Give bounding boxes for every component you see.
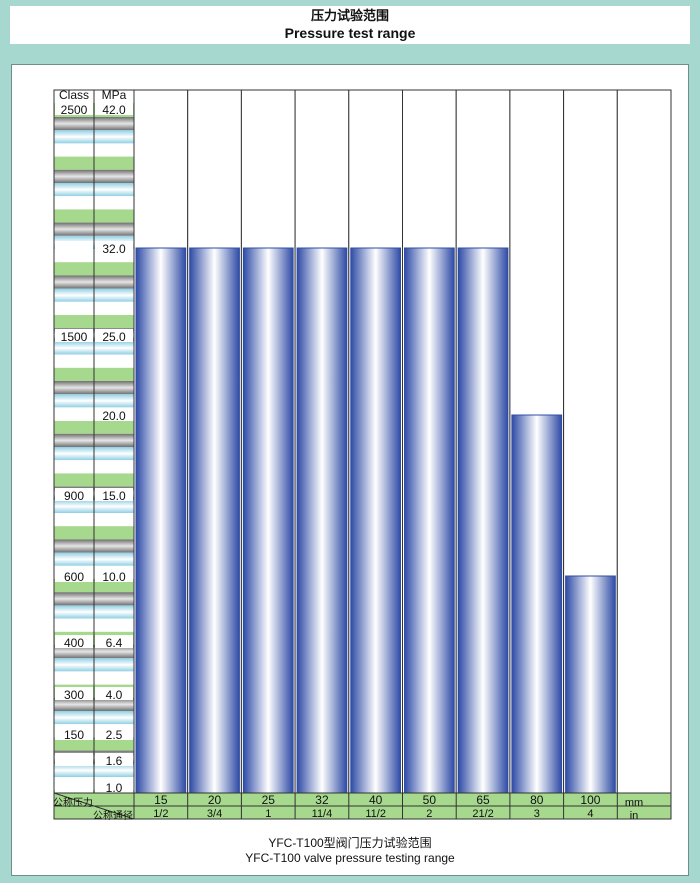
class-tick-label: 2500 (61, 103, 88, 117)
mm-tick-label: 100 (580, 793, 600, 807)
in-tick-label: 3 (534, 808, 540, 820)
mpa-tick-label: 25.0 (102, 330, 126, 344)
in-tick-label: 11/2 (365, 808, 386, 820)
in-tick-label: 2 (426, 808, 432, 820)
mpa-cell (95, 408, 133, 421)
mm-tick-label: 20 (208, 793, 222, 807)
class-header: Class (59, 88, 89, 102)
chart-caption: YFC-T100型阀门压力试验范围 YFC-T100 valve pressur… (0, 836, 700, 866)
unit-in: in (630, 810, 639, 822)
mpa-cell (95, 635, 133, 648)
mpa-tick-label: 4.0 (106, 688, 123, 702)
caption-cn: YFC-T100型阀门压力试验范围 (268, 836, 432, 850)
chart-title-en: Pressure test range (284, 25, 416, 41)
class-cell (55, 488, 93, 501)
class-cell (55, 329, 93, 342)
row-label-diameter: 公称通径 (93, 809, 133, 822)
pressure-bar-chart: Class MPa 2500 42.0 32.0 1500 25.0 20.0 900 15.… (53, 88, 672, 822)
caption-en: YFC-T100 valve pressure testing range (245, 851, 455, 865)
mm-tick-label: 80 (530, 793, 544, 807)
mpa-cell (95, 687, 133, 700)
mm-tick-label: 15 (154, 793, 168, 807)
bar-100 (565, 575, 616, 794)
class-cell (55, 241, 93, 254)
mpa-tick-label: 6.4 (106, 636, 123, 650)
bar-65 (457, 247, 509, 794)
mpa-tick-label: 32.0 (102, 242, 126, 256)
mpa-tick-label: 10.0 (102, 570, 126, 584)
chart-title-cn: 压力试验范围 (310, 9, 389, 24)
mpa-tick-label: 15.0 (102, 489, 126, 503)
mpa-cell (95, 727, 133, 740)
row-label-pressure: 公称压力 (53, 796, 93, 809)
class-cell (55, 780, 93, 793)
mpa-tick-label: 1.0 (106, 781, 123, 795)
bar-50 (404, 247, 455, 794)
mpa-cell (95, 780, 133, 793)
bar-32 (296, 247, 348, 794)
unit-mm: mm (625, 797, 643, 809)
bar-15 (135, 247, 187, 794)
class-tick-label: 400 (64, 636, 84, 650)
in-tick-label: 4 (587, 808, 593, 820)
mm-tick-label: 32 (315, 793, 329, 807)
mpa-cell (95, 241, 133, 254)
class-cell (55, 102, 93, 115)
class-tick-label: 1500 (61, 330, 88, 344)
bar-20 (189, 247, 240, 794)
class-cell (55, 569, 93, 582)
mpa-cell (95, 753, 133, 766)
mpa-tick-label: 20.0 (102, 409, 126, 423)
mpa-cell (95, 569, 133, 582)
class-cell (55, 727, 93, 740)
mpa-tick-label: 42.0 (102, 103, 126, 117)
in-tick-label: 1 (265, 808, 271, 820)
table-diagonal (53, 792, 135, 820)
mpa-cell (95, 102, 133, 115)
mpa-tick-label: 2.5 (106, 728, 123, 742)
mm-tick-label: 65 (476, 793, 490, 807)
column-frame (616, 89, 672, 794)
in-tick-label: 1/2 (153, 808, 168, 820)
chart-header: 压力试验范围 Pressure test range (10, 6, 690, 44)
mm-tick-label: 25 (262, 793, 276, 807)
class-tick-label: 900 (64, 489, 84, 503)
chart-panel: Class MPa 2500 42.0 32.0 1500 25.0 20.0 900 15.… (11, 64, 689, 876)
in-tick-label: 21/2 (472, 808, 493, 820)
in-tick-label: 11/4 (312, 808, 333, 820)
in-tick-label: 3/4 (207, 808, 222, 820)
scale-labels: Class MPa 2500 42.0 32.0 1500 25.0 20.0 900 15.… (53, 88, 135, 795)
class-cell (55, 635, 93, 648)
mm-tick-label: 40 (369, 793, 383, 807)
mm-tick-label: 50 (423, 793, 437, 807)
mpa-cell (95, 488, 133, 501)
class-tick-label: 300 (64, 688, 84, 702)
mpa-header: MPa (102, 88, 127, 102)
mpa-cell (95, 329, 133, 342)
class-tick-label: 600 (64, 570, 84, 584)
class-cell (55, 753, 93, 766)
class-cell (55, 687, 93, 700)
table-row-in (53, 805, 672, 820)
bar-80 (511, 414, 563, 794)
class-tick-label: 150 (64, 728, 84, 742)
class-cell (55, 408, 93, 421)
table-row-mm (53, 792, 672, 807)
bar-25 (242, 247, 294, 794)
bar-columns (133, 89, 672, 794)
mpa-tick-label: 1.6 (106, 754, 123, 768)
bar-40 (350, 247, 401, 794)
